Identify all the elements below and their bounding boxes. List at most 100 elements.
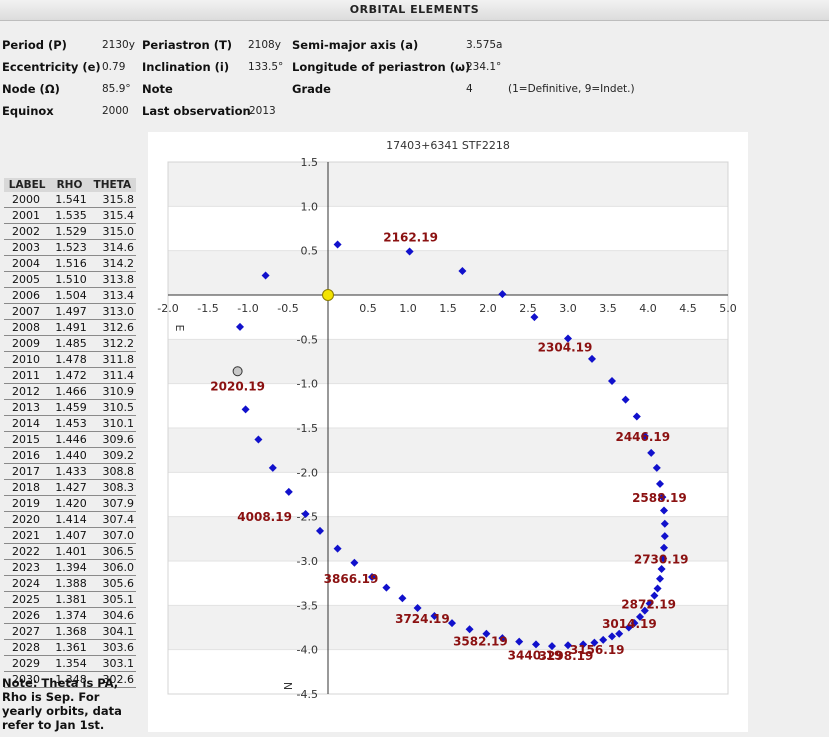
row-label-cell: 2021 xyxy=(4,527,51,544)
theta-cell: 310.1 xyxy=(88,415,136,432)
theta-cell: 315.0 xyxy=(88,223,136,240)
plot-border xyxy=(167,161,729,695)
grid-band xyxy=(168,516,728,561)
rho-cell: 1.388 xyxy=(50,575,89,592)
y-tick-label: 1.5 xyxy=(301,156,319,169)
x-tick-label: 2.5 xyxy=(519,302,537,315)
grade-hint: (1=Definitive, 9=Indet.) xyxy=(508,83,635,95)
inclination-value: 133.5° xyxy=(248,61,284,73)
row-label-cell: 2024 xyxy=(4,575,51,592)
orbit-point xyxy=(621,395,630,404)
rho-cell: 1.427 xyxy=(50,479,89,496)
period-label: Period (P) xyxy=(2,38,67,52)
point-label: 2872.19 xyxy=(621,598,676,612)
row-label-cell: 2014 xyxy=(4,415,51,432)
orbit-point xyxy=(430,611,439,620)
rho-cell: 1.394 xyxy=(50,559,89,576)
row-label-cell: 2011 xyxy=(4,367,51,384)
last-observation-label: Last observation xyxy=(142,104,251,118)
orbit-point xyxy=(645,599,654,608)
orbit-point xyxy=(640,606,649,615)
orbit-point xyxy=(350,558,359,567)
orbit-point xyxy=(254,435,263,444)
theta-cell: 312.2 xyxy=(88,335,136,352)
rho-cell: 1.529 xyxy=(50,223,89,240)
node-value: 85.9° xyxy=(102,83,131,95)
table-row: 2023 1.394 306.0 xyxy=(4,559,136,576)
table-row: 2003 1.523 314.6 xyxy=(4,239,136,256)
rho-cell: 1.453 xyxy=(50,415,89,432)
theta-cell: 310.5 xyxy=(88,399,136,416)
row-label-cell: 2002 xyxy=(4,223,51,240)
orbit-point xyxy=(660,519,669,528)
longitude-periastron-value: 234.1° xyxy=(466,61,502,73)
row-label-cell: 2001 xyxy=(4,207,51,224)
x-tick-label: 3.5 xyxy=(599,302,617,315)
table-row: 2019 1.420 307.9 xyxy=(4,495,136,512)
x-tick-label: 4.5 xyxy=(679,302,697,315)
orbit-point xyxy=(241,405,250,414)
rho-cell: 1.485 xyxy=(50,335,89,352)
row-label-cell: 2030 xyxy=(4,671,51,688)
table-row: 2021 1.407 307.0 xyxy=(4,527,136,544)
orbit-point xyxy=(333,544,342,553)
y-tick-label: -1.5 xyxy=(297,422,318,435)
orbit-point xyxy=(405,247,414,256)
x-tick-label: 0.5 xyxy=(359,302,377,315)
row-label-cell: 2008 xyxy=(4,319,51,336)
x-tick-label: 1.5 xyxy=(439,302,457,315)
rho-cell: 1.401 xyxy=(50,543,89,560)
orbit-point xyxy=(316,526,324,535)
x-tick-label: -1.5 xyxy=(197,302,218,315)
semimajor-label: Semi-major axis (a) xyxy=(292,38,419,52)
row-label-cell: 2012 xyxy=(4,383,51,400)
row-label-cell: 2025 xyxy=(4,591,51,608)
x-tick-label: 3.0 xyxy=(559,302,577,315)
orbit-point xyxy=(652,463,661,472)
point-label: 3866.19 xyxy=(324,572,379,586)
x-tick-label: -1.0 xyxy=(237,302,258,315)
orbit-point xyxy=(653,584,662,593)
table-row: 2002 1.529 315.0 xyxy=(4,223,136,240)
orbit-point xyxy=(630,619,639,628)
table-row: 2007 1.497 313.0 xyxy=(4,303,136,320)
point-label: 3440.19 xyxy=(508,648,563,662)
row-label-cell: 2007 xyxy=(4,303,51,320)
orbit-point xyxy=(498,290,507,299)
table-row: 2011 1.472 311.4 xyxy=(4,367,136,384)
grid-band xyxy=(168,605,728,650)
row-label-cell: 2018 xyxy=(4,479,51,496)
theta-cell: 303.1 xyxy=(88,655,136,672)
orbit-point xyxy=(458,267,467,276)
y-tick-label: 1.0 xyxy=(301,200,319,213)
rho-cell: 1.541 xyxy=(50,192,89,208)
rho-cell: 1.374 xyxy=(50,607,89,624)
row-label-cell: 2013 xyxy=(4,399,51,416)
theta-cell: 311.4 xyxy=(88,367,136,384)
orbit-point xyxy=(284,487,293,496)
column-header: THETA xyxy=(88,178,136,192)
theta-cell: 304.6 xyxy=(88,607,136,624)
theta-cell: 313.4 xyxy=(88,287,136,304)
x-tick-label: -0.5 xyxy=(277,302,298,315)
orbit-point xyxy=(498,634,507,643)
x-tick-label: 2.0 xyxy=(479,302,497,315)
point-label: 2304.19 xyxy=(538,340,593,354)
equinox-value: 2000 xyxy=(102,105,129,117)
orbit-point xyxy=(608,632,616,641)
primary-star-marker xyxy=(322,289,334,301)
orbit-point xyxy=(368,572,376,581)
row-label-cell: 2000 xyxy=(4,192,51,208)
row-label-cell: 2020 xyxy=(4,511,51,528)
column-header: LABEL xyxy=(4,178,51,192)
theta-cell: 314.6 xyxy=(88,239,136,256)
theta-cell: 304.1 xyxy=(88,623,136,640)
theta-cell: 308.3 xyxy=(88,479,136,496)
orbit-point xyxy=(624,623,633,632)
eccentricity-label: Eccentricity (e) xyxy=(2,60,101,74)
grid-band xyxy=(168,250,728,295)
periastron-value: 2108y xyxy=(248,39,281,51)
rho-cell: 1.472 xyxy=(50,367,89,384)
orbit-point xyxy=(382,583,391,592)
last-observation-value: 2013 xyxy=(249,105,276,117)
